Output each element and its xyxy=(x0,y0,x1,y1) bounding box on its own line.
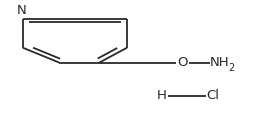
Text: O: O xyxy=(177,56,187,69)
Text: N: N xyxy=(17,4,26,17)
Text: H: H xyxy=(157,89,167,102)
Text: NH: NH xyxy=(210,56,230,69)
Text: 2: 2 xyxy=(228,63,234,73)
Text: Cl: Cl xyxy=(206,89,219,102)
